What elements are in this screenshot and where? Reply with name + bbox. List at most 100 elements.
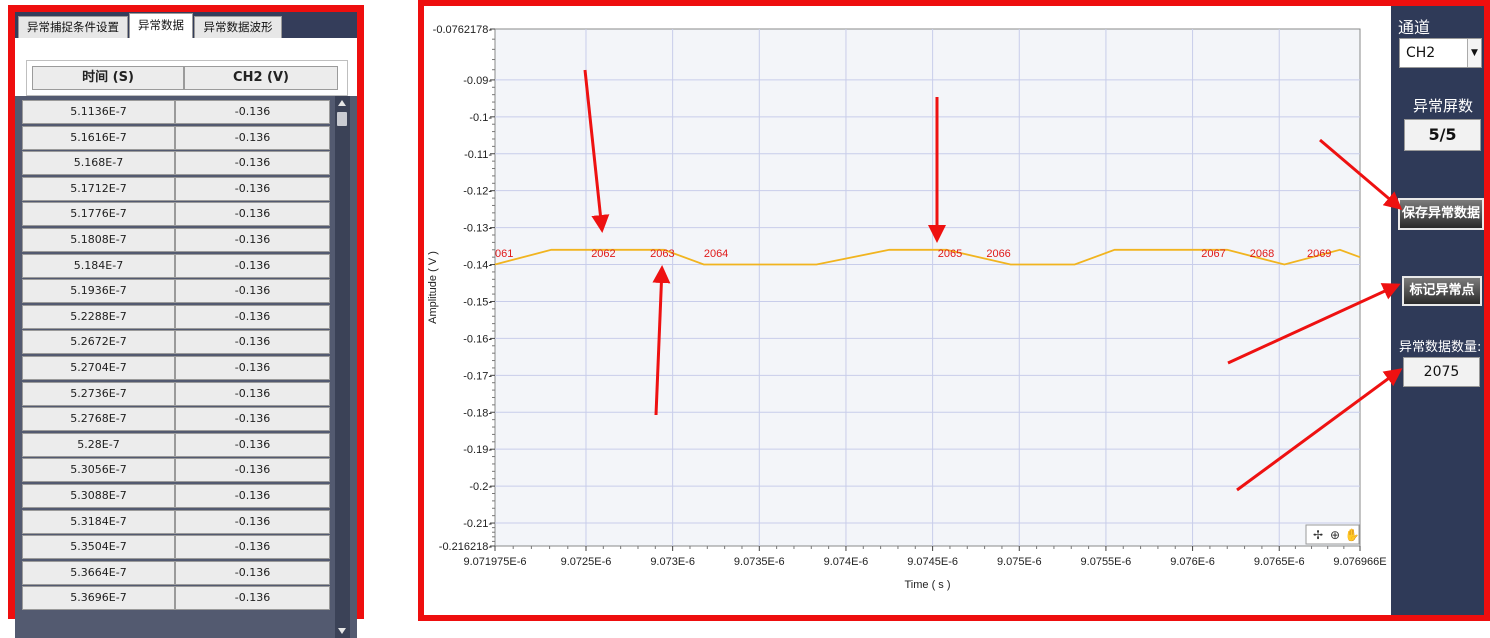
table-row[interactable]: 5.1616E-7 -0.136 [22,126,331,151]
cell-time: 5.2704E-7 [22,356,175,380]
table-body[interactable]: 5.1136E-7 -0.136 5.1616E-7 -0.136 5.168E-7 -0… [15,96,357,638]
x-tick-label: 9.076E-6 [1170,556,1215,568]
channel-select[interactable]: CH2 ▼ [1399,38,1482,68]
screens-value: 5/5 [1404,119,1481,151]
chevron-down-icon[interactable]: ▼ [1467,39,1481,67]
tab-anomaly-data[interactable]: 异常数据 [129,13,193,38]
table-area: 时间 (S) CH2 (V) 5.1136E-7 -0.136 5.1616E-7-… [15,38,357,612]
table-row[interactable]: 5.1776E-7 -0.136 [22,202,331,227]
y-tick-label: -0.1- [469,112,492,124]
cell-time: 5.2672E-7 [22,330,175,354]
graph-palette[interactable]: ✢ ⊕ ✋ [1306,525,1359,544]
x-axis-label: Time ( s ) [904,579,950,591]
tab-anomaly-waveform[interactable]: 异常数据波形 [194,16,282,38]
cell-ch2: -0.136 [175,100,330,124]
table-row[interactable]: 5.3184E-7 -0.136 [22,510,331,535]
table-row[interactable]: 5.28E-7 -0.136 [22,433,331,458]
cell-ch2: -0.136 [175,254,330,278]
table-row[interactable]: 5.2672E-7 -0.136 [22,330,331,355]
table-row[interactable]: 5.2288E-7 -0.136 [22,305,331,330]
anomaly-count-label: 异常数据数量: [1399,336,1481,355]
y-tick-label: -0.18- [463,407,492,419]
table-row[interactable]: 5.1136E-7 -0.136 [22,100,331,125]
channel-value: CH2 [1406,45,1435,61]
y-tick-label: -0.19- [463,444,492,456]
table-row[interactable]: 5.184E-7 -0.136 [22,254,331,279]
cell-ch2: -0.136 [175,407,330,431]
cell-time: 5.1808E-7 [22,228,175,252]
cell-ch2: -0.136 [175,433,330,457]
y-tick-label: -0.14- [463,260,492,272]
anomaly-marker-label: 2063 [650,248,674,260]
cell-ch2: -0.136 [175,458,330,482]
cell-ch2: -0.136 [175,279,330,303]
cell-time: 5.3664E-7 [22,561,175,585]
table-row[interactable]: 5.3504E-7 -0.136 [22,535,331,560]
y-tick-label: -0.216218- [439,541,493,553]
anomaly-marker-label: 2064 [704,248,728,260]
table-row[interactable]: 5.2736E-7 -0.136 [22,382,331,407]
pan-hand-icon[interactable]: ✋ [1345,528,1360,542]
cell-ch2: -0.136 [175,126,330,150]
y-tick-label: -0.16- [463,333,492,345]
table-row[interactable]: 5.2768E-7 -0.136 [22,407,331,432]
cell-time: 5.1136E-7 [22,100,175,124]
table-row[interactable]: 5.3696E-7 -0.136 [22,586,331,611]
table-row[interactable]: 5.168E-7 -0.136 [22,151,331,176]
y-tick-label: -0.12- [463,186,492,198]
waveform-panel: -0.0762178- -0.09- -0.1- -0.11- -0.12- -0.13-… [418,0,1490,621]
table-row[interactable]: 5.3664E-7 -0.136 [22,561,331,586]
y-axis-label: Amplitude ( V ) [427,251,439,324]
cell-time: 5.1936E-7 [22,279,175,303]
cell-time: 5.184E-7 [22,254,175,278]
cell-ch2: -0.136 [175,586,330,610]
x-tick-label: 9.075E-6 [997,556,1042,568]
save-anomaly-data-button[interactable]: 保存异常数据 [1398,198,1484,230]
cell-time: 5.2288E-7 [22,305,175,329]
x-tick-label: 9.0735E-6 [734,556,785,568]
cell-ch2: -0.136 [175,330,330,354]
anomaly-data-panel: 异常捕捉条件设置 异常数据 异常数据波形 时间 (S) CH2 (V) 5.11… [8,5,364,619]
cursor-move-icon[interactable]: ✢ [1313,528,1323,542]
table-row[interactable]: 5.3056E-7 -0.136 [22,458,331,483]
vertical-scrollbar[interactable] [335,96,350,638]
channel-label: 通道 [1398,14,1430,38]
cell-ch2: -0.136 [175,228,330,252]
column-header-time: 时间 (S) [32,66,184,90]
anomaly-marker-label: 2062 [591,248,615,260]
cell-ch2: -0.136 [175,535,330,559]
cell-ch2: -0.136 [175,561,330,585]
y-tick-label: -0.21- [463,518,492,530]
zoom-icon[interactable]: ⊕ [1330,528,1340,542]
cell-time: 5.168E-7 [22,151,175,175]
x-tick-label: 9.073E-6 [650,556,695,568]
scroll-thumb[interactable] [337,112,347,126]
cell-ch2: -0.136 [175,382,330,406]
tab-capture-settings[interactable]: 异常捕捉条件设置 [18,16,128,38]
y-tick-label: -0.2- [469,481,492,493]
cell-time: 5.3504E-7 [22,535,175,559]
x-tick-label: 9.076966E [1333,556,1386,568]
y-tick-label: -0.13- [463,223,492,235]
table-row[interactable]: 5.1808E-7 -0.136 [22,228,331,253]
cell-time: 5.2736E-7 [22,382,175,406]
cell-time: 5.1776E-7 [22,202,175,226]
mark-anomaly-button[interactable]: 标记异常点 [1402,276,1482,306]
anomaly-marker-label: 2067 [1201,248,1225,260]
anomaly-marker-label: 061 [495,248,513,260]
cell-ch2: -0.136 [175,202,330,226]
tab-bar: 异常捕捉条件设置 异常数据 异常数据波形 [15,12,357,38]
table-row[interactable]: 5.1712E-7 -0.136 [22,177,331,202]
cell-time: 5.28E-7 [22,433,175,457]
screens-label: 异常屏数 [1413,95,1473,116]
table-row[interactable]: 5.2704E-7 -0.136 [22,356,331,381]
anomaly-marker-label: 2069 [1307,248,1331,260]
cell-time: 5.1712E-7 [22,177,175,201]
scroll-down-icon[interactable] [338,628,346,634]
table-row[interactable]: 5.3088E-7 -0.136 [22,484,331,509]
anomaly-marker-label: 2068 [1250,248,1274,260]
table-row[interactable]: 5.1936E-7 -0.136 [22,279,331,304]
y-tick-label: -0.0762178- [433,24,493,36]
scroll-up-icon[interactable] [338,100,346,106]
waveform-chart[interactable]: -0.0762178- -0.09- -0.1- -0.11- -0.12- -0.13-… [424,6,1391,615]
